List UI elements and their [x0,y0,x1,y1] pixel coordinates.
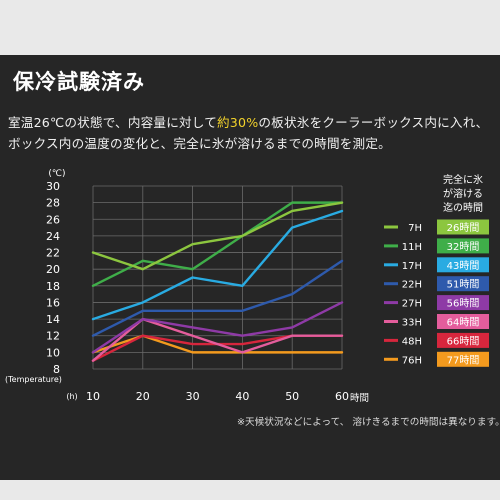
legend-melt-badge [437,276,489,292]
y-tick-label: 8 [53,363,60,376]
footnote: ※天候状況などによって、 溶けきるまでの時間は異なります。 [237,417,500,428]
description-highlight: 約30% [217,115,259,130]
chart-card [0,55,500,480]
temperature-line-chart: 8 10 12 14 16 18 20 22 24 26 28 30 10 20 30 40 50 60 (℃) (T… [5,169,489,404]
legend-series-label: 17H [402,261,422,272]
y-tick-label: 26 [46,213,60,226]
x-tick-label: 40 [235,390,249,403]
series-line [91,334,344,354]
legend-melt-badge [437,238,489,254]
y-tick-label: 16 [46,296,60,309]
description-text-b: の板状氷をクーラーボックス内に入れ、 [258,115,489,130]
legend-series-label: 27H [402,299,422,310]
series-line [91,209,344,321]
legend-header-line: 迄の時間 [443,203,483,214]
legend-series-label: 48H [402,336,422,347]
x-tick-label: 30 [186,390,200,403]
legend-melt-badge [437,332,489,348]
legend-melt-label: 32時間 [447,241,480,253]
legend-series-label: 76H [402,355,422,366]
y-tick-label: 20 [46,263,60,276]
y-axis-label: (Temperature) [5,375,62,384]
x-axis-unit: (h) [66,392,77,401]
legend-header: 完全に氷 が溶ける 迄の時間 [433,174,493,216]
legend-melt-label: 77時間 [447,354,480,366]
legend-series-label: 7H [408,223,422,234]
legend-melt-label: 26時間 [447,222,480,234]
description-text-a: 室温26℃の状態で、内容量に対して [8,115,217,130]
series-line [91,259,344,337]
y-tick-label: 10 [46,346,60,359]
legend-header-line: 完全に氷 [443,175,483,186]
legend-melt-badge [437,314,489,329]
legend-melt-badge [437,219,489,235]
legend-melt-label: 66時間 [447,335,480,347]
series-line [91,201,344,288]
series-line [91,301,344,354]
y-tick-label: 18 [46,280,60,293]
y-tick-label: 24 [46,230,60,243]
legend-melt-label: 64時間 [447,317,480,329]
legend-melt-badge [437,257,489,273]
legend-melt-badge [437,295,489,311]
x-tick-label: 60 [335,390,349,403]
legend-header-line: が溶ける [443,189,483,200]
x-axis-label: 時間 [350,393,369,404]
y-tick-label: 22 [46,247,60,260]
y-tick-label: 14 [46,313,60,326]
y-tick-label: 28 [46,197,60,210]
legend-melt-label: 51時間 [447,279,480,291]
x-tick-label: 50 [285,390,299,403]
description-line-1: 室温26℃の状態で、内容量に対して約30%の板状氷をクーラーボックス内に入れ、 [8,112,488,131]
y-axis-unit: (℃) [48,169,65,179]
legend-series-label: 22H [402,280,422,291]
series-line [91,201,344,271]
y-tick-label: 30 [46,180,60,193]
x-tick-label: 20 [136,390,150,403]
legend-melt-badge [437,351,489,367]
description-line-2: ボックス内の温度の変化と、完全に氷が溶けるまでの時間を測定。 [8,136,391,151]
y-tick-label: 12 [46,330,60,343]
legend-series-label: 11H [402,242,422,253]
legend-series-label: 33H [402,318,422,329]
legend-melt-label: 43時間 [447,260,480,272]
page-title: 保冷試験済み [13,70,145,94]
legend-melt-label: 56時間 [447,298,480,310]
x-tick-label: 10 [86,390,100,403]
